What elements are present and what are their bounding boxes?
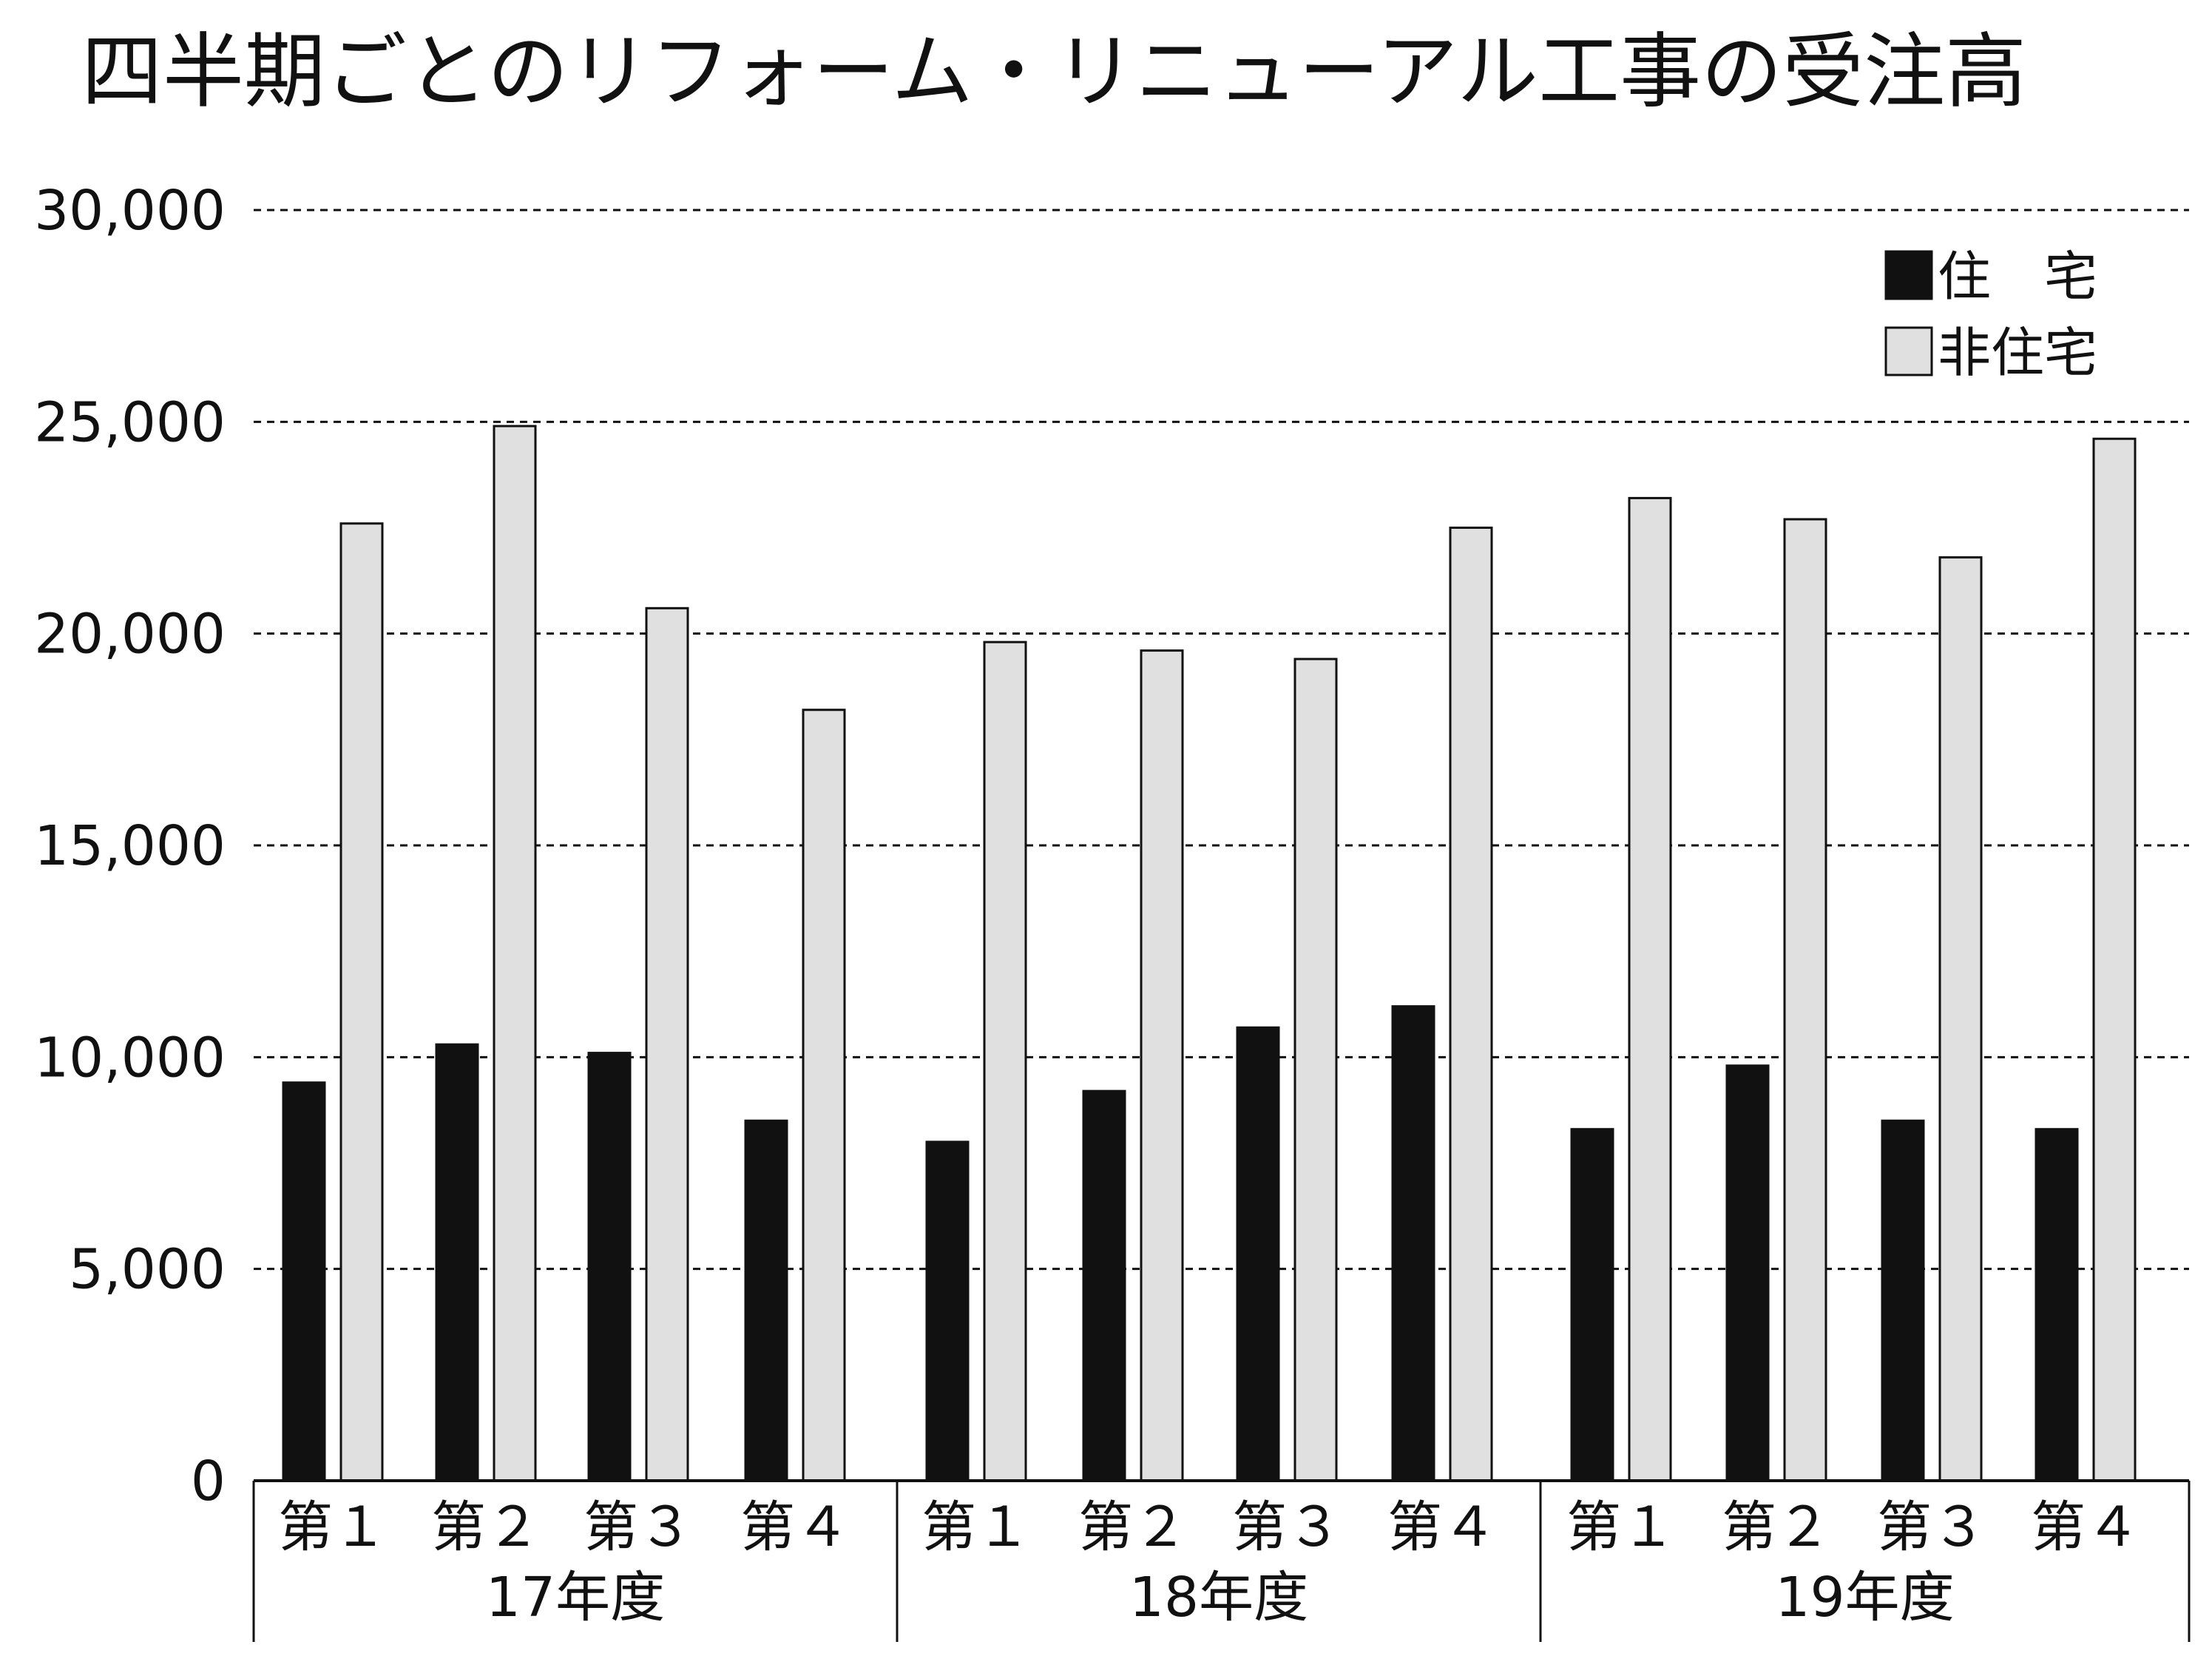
x-tick-label: 第３ [1877,1496,1986,1559]
bar-non-residential [983,641,1027,1482]
x-tick-label: 第１ [921,1496,1031,1559]
x-axis-ticks: 第１ 第２ 第３ 第４ 第１ 第２ 第３ 第４ 第１ 第２ 第３ 第４ 17年度 18年度 19年度 [278,1496,2140,1629]
bar-residential [1236,1026,1280,1482]
bar-residential [282,1081,326,1482]
grid-lines [254,209,2189,1271]
x-group-label: 17年度 [486,1566,665,1629]
bar-non-residential [2092,437,2137,1482]
y-tick-label: 0 [191,1450,226,1513]
bar-residential [587,1052,632,1482]
bar-non-residential [1783,518,1827,1482]
y-tick-label: 15,000 [34,814,226,878]
bar-residential [2035,1128,2079,1482]
x-axis [252,1479,2191,1642]
legend-swatch-residential [1884,250,1933,300]
bar-non-residential [1449,527,1493,1482]
x-tick-label: 第３ [584,1496,693,1559]
bar-residential [1391,1005,1435,1482]
legend-label-residential: 住 宅 [1938,246,2097,308]
chart-title: 四半期ごとのリフォーム・リニューアル工事の受注高 [81,24,2026,119]
x-tick-label: 第２ [1078,1496,1188,1559]
bar-non-residential [1628,496,1672,1482]
x-tick-label: 第４ [2031,1496,2140,1559]
x-tick-label: 第４ [740,1496,850,1559]
x-tick-label: 第１ [278,1496,388,1559]
x-tick-label: 第２ [431,1496,541,1559]
bar-residential [744,1119,788,1482]
bar-non-residential [1293,658,1338,1482]
y-tick-label: 30,000 [34,179,226,243]
bar-residential [435,1043,479,1482]
x-tick-label: 第２ [1722,1496,1831,1559]
bar-residential [1082,1089,1126,1482]
bar-non-residential [339,522,384,1482]
bar-residential [1570,1128,1614,1482]
x-tick-label: 第１ [1566,1496,1676,1559]
bar-non-residential [493,425,537,1482]
bar-non-residential [645,606,689,1482]
legend-swatch-non-residential [1884,326,1933,376]
bar-residential [925,1140,970,1482]
y-tick-label: 10,000 [34,1026,226,1089]
x-group-label: 19年度 [1775,1566,1954,1629]
bars [282,425,2137,1482]
y-tick-label: 20,000 [34,603,226,666]
legend-label-non-residential: 非住宅 [1938,322,2097,384]
bar-residential [1881,1119,1925,1482]
bar-non-residential [1140,649,1184,1482]
x-group-label: 18年度 [1129,1566,1308,1629]
bar-non-residential [1938,556,1983,1482]
y-tick-label: 25,000 [34,391,226,454]
x-tick-label: 第４ [1387,1496,1497,1559]
x-tick-label: 第３ [1232,1496,1342,1559]
bar-residential [1725,1064,1770,1482]
bar-non-residential [802,709,846,1482]
y-tick-label: 5,000 [69,1238,226,1302]
y-axis-ticks: 0 5,000 10,000 15,000 20,000 25,000 30,000 [34,179,226,1513]
